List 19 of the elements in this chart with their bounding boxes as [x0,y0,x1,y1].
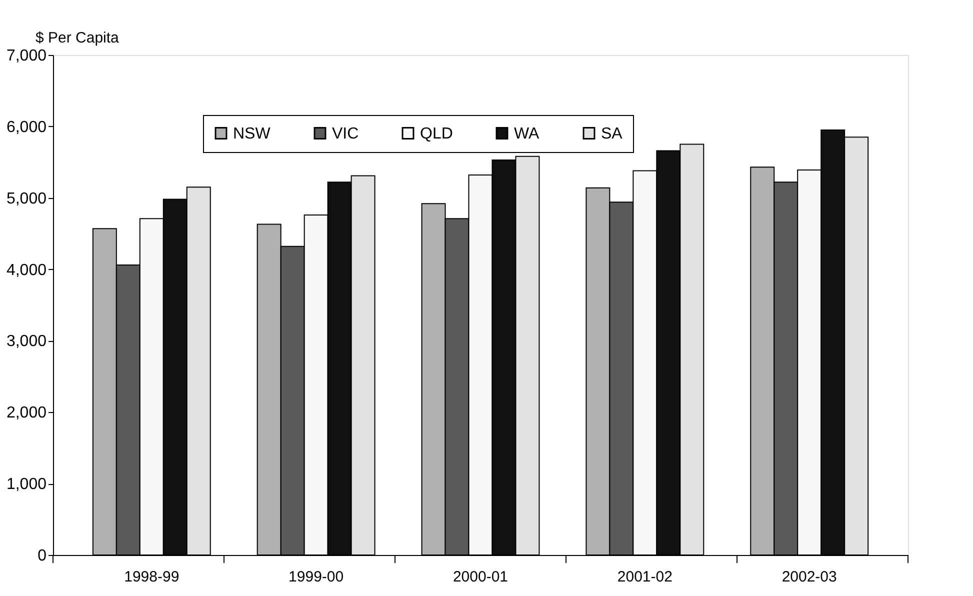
y-tick-label: 5,000 [6,190,47,208]
x-tick-label: 2002-03 [782,568,837,586]
legend-label: NSW [233,125,272,142]
y-tick-label: 4,000 [6,262,47,279]
x-tick-label: 1999-00 [288,568,344,586]
x-tick-label: 2000-01 [452,568,508,586]
y-tick-label: 3,000 [6,333,47,350]
y-tick-label: 2,000 [6,404,47,422]
legend-label: WA [514,125,540,142]
legend-label: SA [601,125,623,142]
y-tick-label: 0 [38,548,47,564]
legend-label: QLD [420,125,453,142]
y-tick-label: 7,000 [6,48,47,64]
x-tick-label: 2001-02 [617,568,672,586]
legend-label: VIC [332,125,359,142]
y-axis-title: $ Per Capita [36,30,120,46]
y-tick-label: 6,000 [6,118,47,136]
x-tick-label: 1998-99 [124,568,180,586]
y-tick-label: 1,000 [6,476,47,494]
